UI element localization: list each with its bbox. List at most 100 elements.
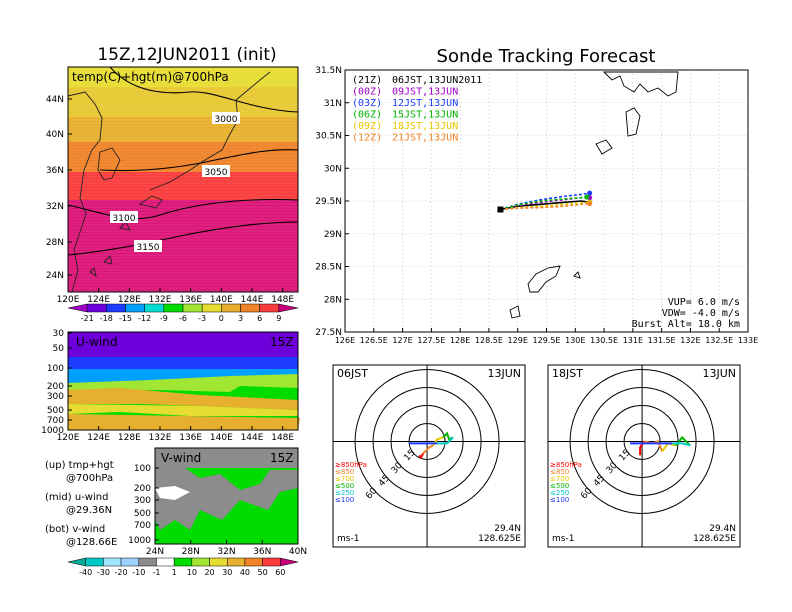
lon-tick-label: 130E <box>565 336 585 345</box>
wind-colorbar: -40 -30 -20 -10 -1 1 10 20 30 40 50 60 <box>67 557 299 577</box>
level-legend-item: ≤100 <box>550 496 569 504</box>
track-params: VUP= 6.0 m/s VDW= -4.0 m/s Burst Alt= 18… <box>632 297 740 330</box>
lat-tick-label: 28.5N <box>315 263 342 273</box>
lat-tick-label: 40N <box>46 130 64 140</box>
colorbar-label: -18 <box>100 314 113 323</box>
hodograph-trace <box>437 436 454 445</box>
colorbar-swatch <box>226 557 246 567</box>
lon-tick-label: 148E <box>271 295 294 305</box>
track-lat-axis: 31.5N 31N 30.5N 30N 29.5N 29N 28.5N 28N 27.5N <box>315 66 349 338</box>
lat-tick-label: 36N <box>46 166 64 176</box>
level-legend-item: ≤500 <box>335 482 354 490</box>
level-legend-item: ≤500 <box>550 482 569 490</box>
lon-tick-label: 128E <box>450 336 470 345</box>
lon-tick-label: 126.5E <box>360 336 388 345</box>
launch-point <box>497 206 504 213</box>
lat-tick-label: 31.5N <box>315 66 342 76</box>
contour-label-3050: 3050 <box>205 168 228 178</box>
colorbar-swatch <box>138 557 157 567</box>
lon-tick-label: 128E <box>118 433 141 443</box>
landing-point <box>584 194 590 200</box>
legend-bot: (bot) v-wind <box>45 524 105 535</box>
lon-tick-label: 120E <box>57 433 80 443</box>
legend-time: 21JST,13JUN <box>392 133 458 144</box>
lat-tick-label: 27.5N <box>315 328 342 338</box>
lon-tick-label: 148E <box>271 433 294 443</box>
lon-tick-label: 120E <box>57 295 80 305</box>
level-legend-item: ≤850 <box>550 468 569 476</box>
contour-label-3100: 3100 <box>113 214 136 224</box>
pressure-tick-label: 300 <box>47 392 64 402</box>
pressure-tick-label: 500 <box>47 406 64 416</box>
legend-mid: (mid) u-wind <box>45 492 108 503</box>
contour-label-3000: 3000 <box>215 115 238 125</box>
track-line <box>500 202 590 211</box>
colorbar-swatch <box>191 557 210 567</box>
colorbar-label: 9 <box>276 314 281 323</box>
colorbar-label: 60 <box>275 568 285 577</box>
u-wind-panel: U-wind 15Z <box>67 331 300 431</box>
lon-tick-label: 132E <box>680 336 700 345</box>
lon-tick-label: 130.5E <box>590 336 618 345</box>
param-burst: Burst Alt= 18.0 km <box>632 319 740 330</box>
v-wind-time: 15Z <box>270 451 294 465</box>
colorbar-label: -40 <box>79 568 92 577</box>
lat-tick-label: 24N <box>146 547 164 557</box>
colorbar-label: -3 <box>198 314 206 323</box>
legend-code: (00Z) <box>352 87 382 98</box>
colorbar-label: -6 <box>179 314 187 323</box>
colorbar-label: -15 <box>119 314 132 323</box>
level-legend-item: ≤250 <box>335 489 354 497</box>
hodograph-title: 18JST <box>552 367 583 380</box>
param-vup: VUP= 6.0 m/s <box>668 297 740 308</box>
legend-time: 09JST,13JUN <box>392 87 458 98</box>
pressure-tick-label: 300 <box>134 496 151 506</box>
colorbar-label: -21 <box>81 314 94 323</box>
lon-tick-label: 131.5E <box>648 336 676 345</box>
site-lat: 29.4N <box>494 524 521 534</box>
legend-up-level: @700hPa <box>66 473 113 484</box>
colorbar-swatch <box>240 303 260 313</box>
lon-tick-label: 132.5E <box>705 336 733 345</box>
colorbar-label: 20 <box>204 568 214 577</box>
lon-tick-label: 128.5E <box>475 336 503 345</box>
legend-code: (09Z) <box>352 121 382 132</box>
level-legend-item: ≥850hPa <box>335 461 367 469</box>
colorbar-swatch <box>259 303 280 313</box>
lon-tick-label: 144E <box>241 433 264 443</box>
lat-tick-label: 28N <box>46 238 64 248</box>
colorbar-swatch <box>221 303 241 313</box>
level-legend-item: ≥850hPa <box>550 461 582 469</box>
lon-tick-label: 124E <box>87 433 110 443</box>
colorbar-swatch <box>144 303 165 313</box>
lat-tick-label: 28N <box>324 295 342 305</box>
lat-tick-label: 32N <box>46 202 64 212</box>
v-wind-label: V-wind <box>161 451 201 465</box>
legend-mid-level: @29.36N <box>66 505 112 516</box>
left-title: 15Z,12JUN2011 (init) <box>97 45 276 65</box>
track-line <box>500 200 590 211</box>
colorbar-label: 3 <box>238 314 243 323</box>
legend-time: 18JST,13JUN <box>392 121 458 132</box>
legend-code: (03Z) <box>352 98 382 109</box>
track-line <box>500 201 590 211</box>
lon-tick-label: 126E <box>335 336 355 345</box>
colorbar-label: -1 <box>152 568 160 577</box>
colorbar-label: -30 <box>97 568 110 577</box>
param-vdw: VDW= -4.0 m/s <box>662 308 740 319</box>
colorbar-swatch <box>201 303 222 313</box>
colorbar-label: 30 <box>222 568 232 577</box>
contour-label-3150: 3150 <box>137 243 160 253</box>
level-legend-item: ≤100 <box>335 496 354 504</box>
lon-tick-label: 140E <box>210 295 233 305</box>
track-line <box>500 196 587 211</box>
colorbar-label: 1 <box>172 568 177 577</box>
colorbar-label: -9 <box>160 314 168 323</box>
level-legend-item: ≤700 <box>335 475 354 483</box>
u-wind-label: U-wind <box>76 335 117 349</box>
level-legend-item: ≤250 <box>550 489 569 497</box>
colorbar-swatch <box>125 303 145 313</box>
pressure-tick-label: 200 <box>134 484 151 494</box>
hodograph-trace <box>418 452 424 460</box>
